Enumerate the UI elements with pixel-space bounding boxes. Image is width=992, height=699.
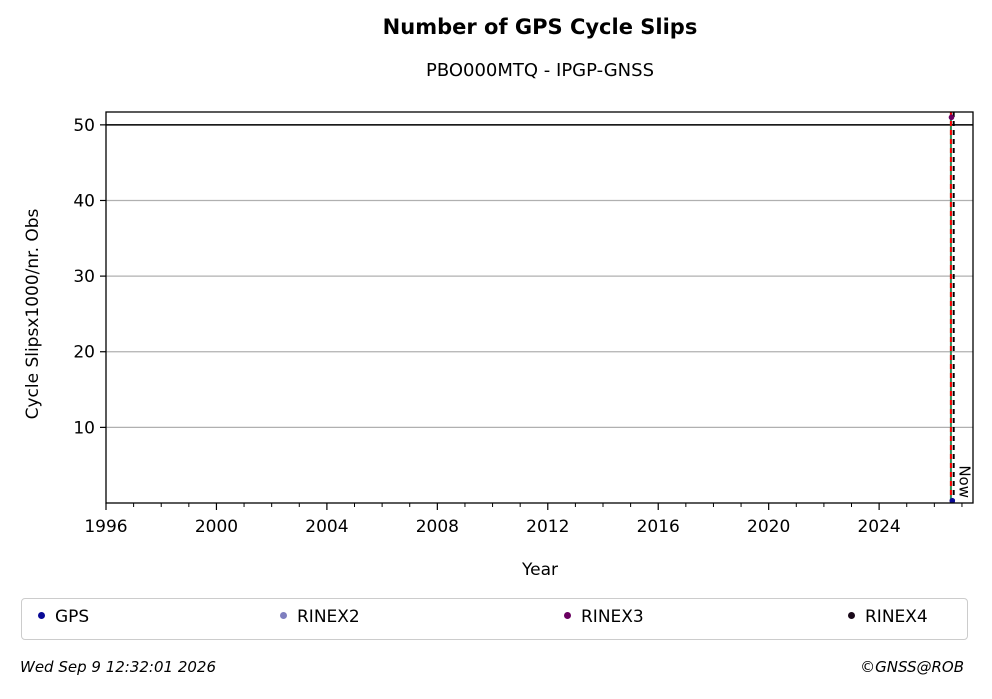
x-tick-label: 2012 — [526, 517, 569, 537]
y-tick-label: 40 — [73, 191, 95, 211]
x-tick-label: 2020 — [747, 517, 790, 537]
legend: GPS RINEX2 RINEX3 RINEX4 — [21, 598, 968, 640]
x-tick-label: 2004 — [305, 517, 348, 537]
legend-label: RINEX2 — [297, 607, 360, 627]
data-point-gps — [949, 497, 956, 504]
legend-label: GPS — [55, 607, 90, 627]
y-tick-label: 20 — [73, 343, 95, 363]
legend-marker-rinex3-icon — [564, 611, 571, 619]
copyright: ©GNSS@ROB — [860, 658, 964, 676]
legend-marker-rinex4-icon — [848, 611, 855, 619]
x-tick-label: 2008 — [416, 517, 459, 537]
x-tick-label: 2000 — [195, 517, 238, 537]
legend-label: RINEX4 — [865, 607, 928, 627]
x-axis-label: Year — [521, 560, 558, 580]
x-tick-label: 2016 — [637, 517, 680, 537]
legend-label: RINEX3 — [581, 607, 644, 627]
now-label: Now — [956, 465, 974, 498]
y-tick-label: 10 — [73, 418, 95, 438]
chart-title: Number of GPS Cycle Slips — [382, 15, 698, 39]
timestamp: Wed Sep 9 12:32:01 2026 — [20, 658, 217, 676]
legend-marker-rinex2-icon — [280, 611, 287, 619]
x-tick-label: 2024 — [857, 517, 900, 537]
chart-subtitle: PBO000MTQ - IPGP-GNSS — [425, 60, 655, 81]
legend-item-gps: GPS — [38, 607, 89, 627]
y-tick-label: 50 — [73, 116, 95, 136]
legend-item-rinex2: RINEX2 — [280, 607, 360, 627]
legend-marker-gps-icon — [38, 611, 45, 619]
legend-item-rinex3: RINEX3 — [564, 607, 644, 627]
axes-frame — [105, 111, 974, 504]
x-tick-label: 1996 — [84, 517, 127, 537]
y-axis-label: Cycle Slipsx1000/nr. Obs — [23, 208, 43, 419]
y-tick-label: 30 — [73, 267, 95, 287]
legend-item-rinex4: RINEX4 — [848, 607, 928, 627]
data-point-rinex3 — [948, 114, 955, 121]
